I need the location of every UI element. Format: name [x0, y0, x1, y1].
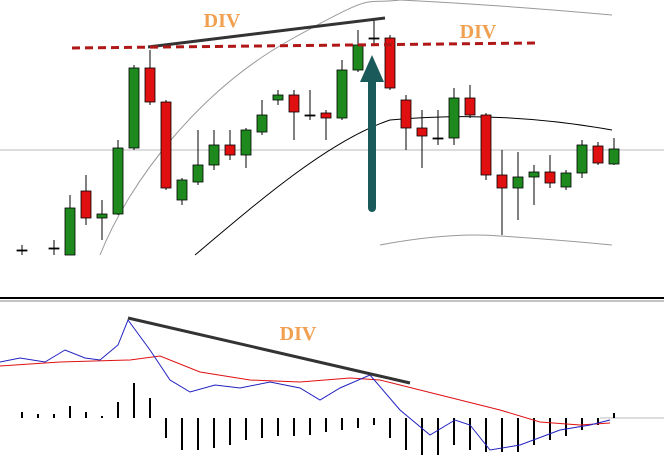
histogram-bar — [245, 418, 247, 440]
annotation: DIV — [280, 323, 317, 345]
moving-average — [194, 116, 613, 256]
histogram-bar — [85, 412, 87, 418]
candle-body — [336, 69, 348, 119]
candle-body — [96, 213, 108, 219]
signal-line — [0, 355, 611, 426]
candle-body — [544, 171, 556, 184]
trend-line — [127, 316, 411, 385]
histogram-bar — [533, 418, 535, 445]
histogram-bar — [325, 418, 327, 432]
candle-body — [496, 174, 508, 189]
histogram-bar — [229, 418, 231, 445]
candle-body — [192, 164, 204, 183]
candles — [16, 20, 620, 256]
candle-body — [176, 179, 188, 201]
candle-body — [480, 114, 492, 176]
macd-line — [0, 318, 611, 451]
histogram-bar — [357, 418, 359, 428]
candle-body — [320, 112, 332, 119]
histogram-bar — [581, 418, 583, 430]
histogram-bar — [101, 416, 103, 418]
histogram-bar — [261, 418, 263, 438]
histogram-bar — [565, 418, 567, 436]
histogram-bar — [53, 414, 55, 418]
candle-body — [240, 129, 252, 156]
histogram-bar — [293, 418, 295, 436]
histogram-bar — [181, 418, 183, 450]
candle-body — [464, 97, 476, 116]
histogram-bar — [133, 383, 135, 418]
histogram-bar — [389, 418, 391, 438]
histogram-bar — [453, 418, 455, 445]
histogram-bar — [549, 418, 551, 440]
candle-body — [48, 247, 60, 250]
candle-body — [432, 137, 444, 140]
candle-body — [208, 144, 220, 166]
histogram-bar — [373, 418, 375, 425]
candle-body — [352, 44, 364, 71]
histogram-bar — [405, 418, 407, 450]
annotation: DIV — [204, 10, 241, 32]
candle-body — [416, 127, 428, 137]
histogram-bar — [597, 418, 599, 425]
histogram-bar — [69, 406, 71, 418]
annotation: DIV — [460, 21, 497, 43]
histogram-bar — [213, 418, 215, 448]
candle-body — [144, 67, 156, 103]
candle-body — [448, 97, 460, 139]
histogram-bar — [21, 412, 23, 418]
histogram-bar — [437, 418, 439, 455]
histogram-bar — [613, 413, 615, 418]
histogram-bar — [341, 418, 343, 430]
candle-body — [592, 145, 604, 164]
upper-band — [399, 0, 613, 16]
lower-band — [379, 234, 613, 246]
candle-body — [304, 114, 316, 117]
upper-band — [99, 0, 401, 256]
histogram-bar — [501, 418, 503, 452]
trend-line — [147, 16, 386, 49]
candle-body — [128, 67, 140, 149]
histogram-bar — [117, 402, 119, 418]
histogram-bar — [309, 418, 311, 435]
histogram-bar — [277, 418, 279, 436]
candle-body — [64, 207, 76, 256]
candle-body — [160, 101, 172, 189]
histogram-bar — [421, 418, 423, 455]
arrow-head — [360, 55, 384, 82]
histogram-bar — [165, 418, 167, 438]
candle-body — [512, 176, 524, 189]
candle-body — [272, 94, 284, 101]
histogram-bar — [37, 414, 39, 418]
candle-body — [16, 249, 28, 252]
histogram-bar — [197, 418, 199, 450]
histogram-bar — [469, 418, 471, 450]
candle-body — [80, 190, 92, 219]
candle-body — [112, 147, 124, 215]
candle-body — [560, 172, 572, 188]
candle-body — [528, 171, 540, 178]
candle-body — [608, 148, 620, 165]
candle-body — [256, 114, 268, 133]
histogram-bar — [485, 418, 487, 452]
candle-body — [368, 37, 380, 40]
candle-body — [576, 144, 588, 174]
candle-body — [288, 94, 300, 113]
candle-body — [400, 99, 412, 129]
resistance-line — [71, 41, 536, 50]
histogram — [21, 383, 615, 455]
candle-body — [224, 144, 236, 156]
histogram-bar — [149, 398, 151, 418]
candle-body — [384, 37, 396, 89]
histogram-bar — [517, 418, 519, 452]
